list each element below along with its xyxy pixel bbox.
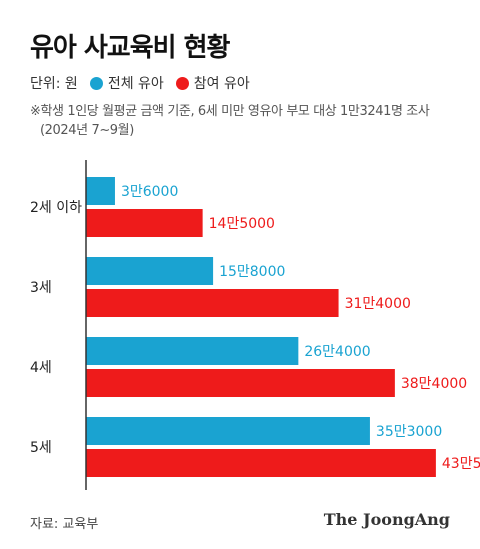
note-line-1: ※학생 1인당 월평균 금액 기준, 6세 미만 영유아 부모 대상 1만324…: [30, 104, 430, 119]
legend-label-participating: 참여 유아: [193, 76, 250, 92]
category-label: 3세: [30, 280, 52, 296]
brand-logo: The JoongAng: [323, 510, 450, 529]
data-label: 38만4000: [401, 376, 467, 392]
legend-swatch-participating: [175, 76, 189, 90]
legend-label-total: 전체 유아: [107, 76, 164, 92]
source-label: 자료: 교육부: [30, 517, 99, 532]
data-label: 35만3000: [376, 424, 442, 440]
unit-label: 단위: 원: [30, 76, 78, 92]
bar: [86, 337, 299, 365]
legend: 단위: 원 전체 유아 참여 유아: [30, 73, 250, 93]
note-line-2: (2024년 7~9월): [40, 123, 134, 138]
legend-swatch-total: [89, 76, 103, 90]
bar: [86, 289, 339, 317]
category-label: 2세 이하: [30, 200, 82, 216]
chart-title: 유아 사교육비 현황: [30, 33, 230, 63]
data-label: 43만5000: [442, 456, 480, 472]
bar: [86, 369, 395, 397]
data-label: 14만5000: [209, 216, 275, 232]
bar: [86, 449, 436, 477]
bar: [86, 257, 214, 285]
category-label: 4세: [30, 360, 52, 376]
data-label: 3만6000: [121, 184, 178, 200]
category-label: 5세: [30, 440, 52, 456]
survey-note: ※학생 1인당 월평균 금액 기준, 6세 미만 영유아 부모 대상 1만324…: [30, 102, 470, 140]
data-label: 15만8000: [219, 264, 285, 280]
data-label: 26만4000: [304, 344, 370, 360]
data-label: 31만4000: [345, 296, 411, 312]
bar: [86, 417, 370, 445]
bar: [86, 177, 115, 205]
bar: [86, 209, 203, 237]
bar-chart: 2세 이하 3만6000 14만5000 3세 15만8000 31만4000 4세 26만4…: [30, 160, 480, 490]
